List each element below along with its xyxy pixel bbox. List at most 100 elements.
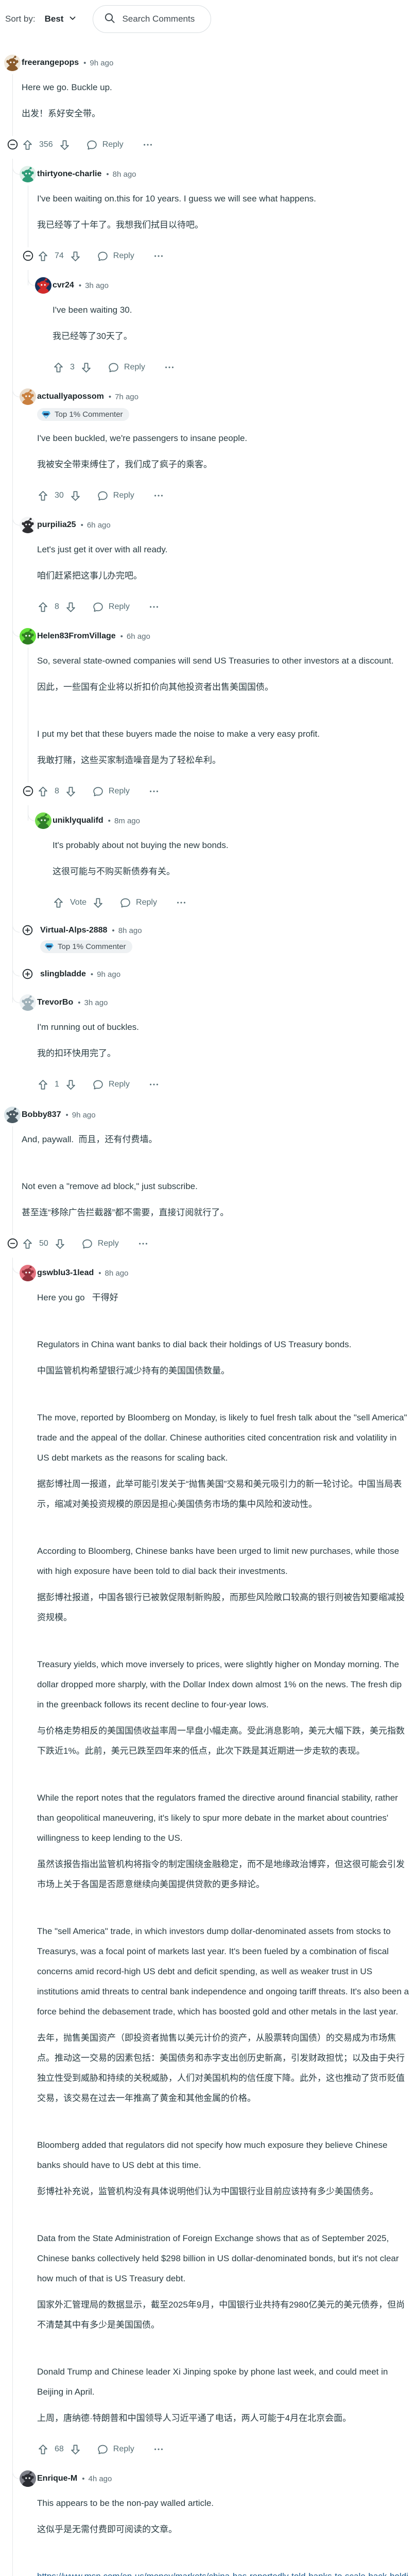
comment-text: I've been waiting on.this for 10 years. … (37, 194, 316, 204)
avatar[interactable] (20, 388, 36, 405)
downvote-button[interactable] (65, 601, 77, 613)
comment-replies: thirtyone-charlie • 8h ago I've been waitin… (4, 159, 410, 1092)
comment-author[interactable]: Bobby837 (22, 1110, 61, 1119)
reply-button[interactable]: Reply (92, 1079, 130, 1091)
reply-button[interactable]: Reply (86, 139, 124, 151)
sort-dropdown[interactable]: Best (44, 11, 79, 27)
comment-body: Here you go 干得好 Regulators in China want … (37, 1287, 410, 2428)
more-options-button[interactable] (153, 2444, 164, 2455)
upvote-button[interactable] (37, 490, 49, 502)
comment-author[interactable]: actuallyapossom (37, 392, 104, 401)
comment-author[interactable]: TrevorBo (37, 998, 74, 1007)
comment-author[interactable]: thirtyone-charlie (37, 170, 102, 178)
downvote-button[interactable] (70, 250, 81, 262)
collapse-button[interactable] (7, 139, 19, 150)
comment-author[interactable]: purpilia25 (37, 520, 76, 529)
comment-action-row: Vote Reply (53, 895, 410, 910)
more-options-button[interactable] (153, 490, 164, 501)
comment-author[interactable]: uniklyqualifd (53, 816, 103, 825)
upvote-button[interactable] (53, 897, 64, 909)
comment-author[interactable]: cvr24 (53, 281, 74, 290)
comment-author[interactable]: Virtual-Alps-2888 (40, 926, 108, 935)
expand-button[interactable] (22, 968, 33, 980)
avatar[interactable] (20, 628, 36, 645)
search-comments-input[interactable] (121, 13, 201, 25)
more-options-button[interactable] (142, 139, 153, 150)
downvote-button[interactable] (70, 490, 81, 502)
collapse-button[interactable] (22, 785, 34, 797)
avatar[interactable] (20, 1265, 36, 1281)
avatar[interactable] (35, 812, 51, 829)
reply-button[interactable]: Reply (108, 362, 145, 374)
avatar[interactable] (4, 1107, 21, 1123)
avatar[interactable] (4, 55, 21, 71)
upvote-button[interactable] (22, 139, 33, 151)
comment-timestamp: • 6h ago (120, 632, 150, 641)
more-options-button[interactable] (148, 1079, 160, 1090)
upvote-button[interactable] (53, 362, 64, 374)
comment-author[interactable]: Helen83FromVillage (37, 632, 116, 640)
more-options-button[interactable] (137, 1238, 149, 1249)
upvote-button[interactable] (37, 250, 49, 262)
ellipsis-icon (142, 139, 153, 150)
downvote-button[interactable] (65, 1079, 77, 1091)
upvote-button[interactable] (37, 2444, 49, 2455)
search-comments-box[interactable] (93, 5, 212, 33)
avatar[interactable] (20, 994, 36, 1011)
more-options-button[interactable] (176, 897, 187, 908)
comment-author[interactable]: freerangepops (22, 58, 79, 67)
downvote-button[interactable] (92, 897, 104, 909)
reply-button[interactable]: Reply (97, 250, 134, 262)
upvote-button[interactable] (22, 1238, 33, 1250)
ellipsis-icon (176, 897, 187, 908)
comment-author[interactable]: slingbladde (40, 970, 86, 978)
upvote-icon (37, 786, 49, 798)
comment-text: 据彭博社报道，中国各银行已被敦促限制新购股，而那些风险敞口较高的银行则被告知要缩… (37, 1592, 405, 1622)
comment: purpilia25 • 6h ago Let's just get it over … (12, 513, 410, 615)
expand-button[interactable] (22, 924, 33, 936)
reply-icon (92, 1079, 104, 1091)
comment-list: freerangepops • 9h ago Here we go. Buckle u… (4, 55, 410, 2576)
more-options-button[interactable] (164, 362, 175, 373)
avatar[interactable] (20, 166, 36, 182)
avatar[interactable] (20, 517, 36, 533)
vote-count: 74 (55, 251, 64, 260)
collapse-button[interactable] (7, 1238, 19, 1249)
downvote-button[interactable] (54, 1238, 66, 1250)
comment-text: 与价格走势相反的美国国债收益率周一早盘小幅走高。受此消息影响，美元大幅下跌，美元… (37, 1726, 405, 1756)
upvote-button[interactable] (37, 1079, 49, 1091)
downvote-button[interactable] (65, 786, 77, 798)
comment-link[interactable]: https://www.msn.com/en-us/money/markets/… (37, 2571, 408, 2576)
downvote-button[interactable] (59, 139, 71, 151)
downvote-icon (54, 1238, 66, 1250)
downvote-button[interactable] (70, 2444, 81, 2455)
reply-label: Reply (102, 140, 124, 149)
avatar[interactable] (35, 277, 51, 294)
more-options-button[interactable] (153, 250, 164, 262)
comment-body: This appears to be the non-pay walled ar… (37, 2493, 410, 2576)
reply-button[interactable]: Reply (81, 1238, 119, 1250)
upvote-button[interactable] (37, 601, 49, 613)
more-options-button[interactable] (148, 786, 160, 797)
reply-button[interactable]: Reply (119, 897, 157, 909)
comment-text: 因此，一些国有企业将以折扣价向其他投资者出售美国国债。 (37, 682, 273, 692)
avatar[interactable] (20, 2470, 36, 2487)
comment-author[interactable]: Enrique-M (37, 2474, 78, 2483)
comment-body: Let's just get it over with all ready. 咱们… (37, 539, 410, 586)
downvote-button[interactable] (80, 362, 92, 374)
reply-button[interactable]: Reply (97, 490, 134, 502)
ellipsis-icon (153, 490, 164, 501)
comment-timestamp: • 8h ago (106, 170, 136, 179)
more-options-button[interactable] (148, 601, 160, 613)
comment-action-row: 356 Reply (7, 137, 410, 152)
comment-timestamp: • 6h ago (80, 520, 111, 530)
sort-value: Best (44, 14, 64, 24)
reply-button[interactable]: Reply (92, 786, 130, 798)
comment-author[interactable]: gswblu3-1lead (37, 1268, 94, 1277)
comment-text: Regulators in China want banks to dial b… (37, 1340, 352, 1349)
ellipsis-icon (148, 1079, 160, 1090)
reply-button[interactable]: Reply (92, 601, 130, 613)
collapse-button[interactable] (22, 250, 34, 262)
reply-button[interactable]: Reply (97, 2444, 134, 2455)
upvote-button[interactable] (37, 786, 49, 798)
